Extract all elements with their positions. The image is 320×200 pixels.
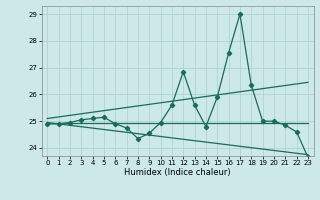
X-axis label: Humidex (Indice chaleur): Humidex (Indice chaleur) xyxy=(124,168,231,177)
